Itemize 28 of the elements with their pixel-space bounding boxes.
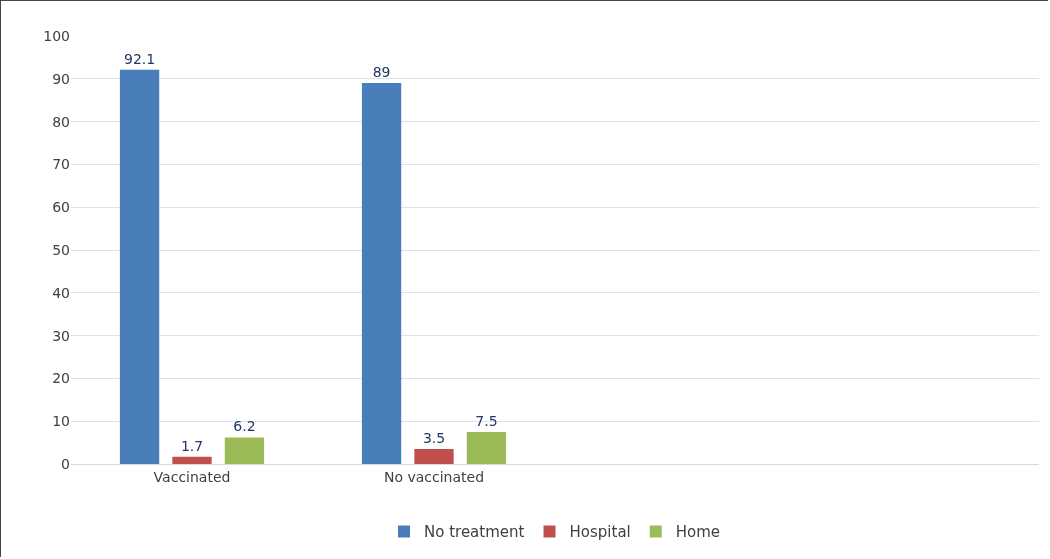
legend-label: Hospital	[569, 523, 631, 542]
bar	[172, 456, 212, 464]
legend-label: Home	[675, 523, 721, 542]
data-label: 3.5	[422, 430, 446, 447]
y-tick-label: 100	[43, 27, 70, 44]
bar	[224, 437, 265, 464]
legend-label: No treatment	[424, 523, 525, 542]
data-label: 6.2	[233, 418, 256, 435]
y-tick-label: 20	[52, 370, 70, 387]
bar	[466, 431, 507, 464]
y-tick-label: 40	[52, 284, 70, 301]
y-tick-label: 10	[52, 413, 70, 430]
y-tick-label: 30	[52, 327, 70, 344]
y-tick-label: 90	[52, 70, 70, 87]
data-label: 92.1	[123, 50, 156, 67]
bar	[414, 449, 454, 464]
bar	[119, 69, 160, 464]
x-tick-label: Vaccinated	[153, 468, 231, 485]
x-tick-label: No vaccinated	[383, 468, 485, 485]
y-tick-label: 70	[52, 156, 70, 173]
y-tick-label: 0	[61, 455, 70, 472]
data-label: 89	[372, 64, 391, 81]
data-label: 1.7	[180, 437, 204, 454]
data-label: 7.5	[475, 412, 498, 429]
y-tick-label: 80	[52, 113, 70, 130]
y-tick-label: 50	[52, 241, 70, 258]
y-tick-label: 60	[52, 199, 70, 216]
bar	[361, 83, 402, 464]
